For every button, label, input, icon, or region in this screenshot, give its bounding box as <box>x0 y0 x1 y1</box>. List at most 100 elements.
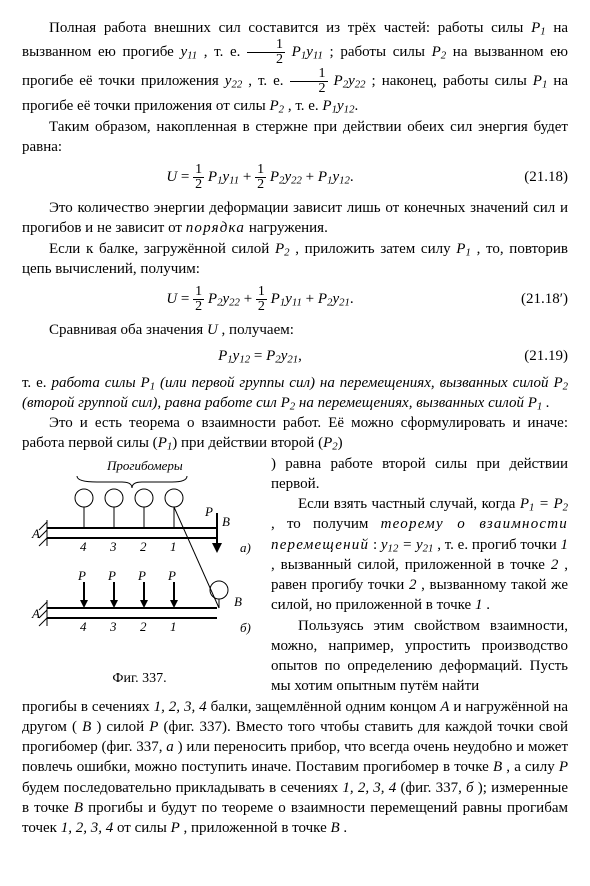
text: , приложить затем силу <box>295 241 456 257</box>
text: , вызванный силой, приложенной в точке <box>271 557 551 573</box>
svg-text:2: 2 <box>140 619 147 634</box>
figure-caption: Фиг. 337. <box>22 670 257 689</box>
text: Полная работа внешних сил составится из … <box>49 20 531 36</box>
svg-text:1: 1 <box>170 539 177 554</box>
svg-text:4: 4 <box>80 619 87 634</box>
equation-21-18p: U = 12 P2y22 + 12 P1y11 + P2y21. (21.18′… <box>22 285 568 314</box>
text: прогибы в сечениях <box>22 699 154 715</box>
sym: P1 <box>158 435 173 451</box>
svg-text:P: P <box>204 504 213 519</box>
sym: U <box>207 322 218 338</box>
eq-body: U = 12 P2y22 + 12 P1y11 + P2y21. <box>22 285 498 314</box>
theorem-text: работа силы P1 (или первой группы сил) н… <box>22 375 568 411</box>
sym: P2 <box>323 435 338 451</box>
text: т. е. <box>22 375 51 391</box>
text: : <box>373 537 381 553</box>
sym: P1y11 <box>292 44 323 60</box>
svg-text:3: 3 <box>109 539 117 554</box>
text: , приложенной в точке <box>184 820 331 836</box>
eq-body: P1y12 = P2y21, <box>22 346 498 366</box>
sym: A <box>440 699 449 715</box>
eq-num: (21.18′) <box>498 289 568 309</box>
sym: y12 = y21 <box>381 537 434 553</box>
text: будем последовательно прикладывать в сеч… <box>22 780 342 796</box>
sym: B <box>82 719 91 735</box>
svg-text:а): а) <box>240 540 251 555</box>
text: (фиг. 337, <box>400 780 466 796</box>
sym: 1, 2, 3, 4 <box>61 820 114 836</box>
sym: 1, 2, 3, 4 <box>154 699 207 715</box>
sym: 1 <box>475 597 483 613</box>
text: , т. е. прогиб точки <box>437 537 560 553</box>
sym: а <box>166 739 174 755</box>
text: ) равна работе второй силы при действии … <box>271 456 568 492</box>
text: , т. е. <box>248 73 289 89</box>
eq-num: (21.18) <box>498 167 568 187</box>
svg-text:P: P <box>77 568 86 583</box>
sym: P1y12 <box>322 98 354 114</box>
svg-text:B: B <box>222 514 230 529</box>
text: от силы <box>117 820 171 836</box>
sym: 1 <box>561 537 568 553</box>
gauges-a <box>75 489 183 528</box>
forces-b: P P P P <box>77 568 178 608</box>
text: . <box>343 820 347 836</box>
sym: 1, 2, 3, 4 <box>342 780 396 796</box>
sym-p2: P2 <box>432 44 447 60</box>
svg-text:A: A <box>31 526 40 541</box>
sym: P2y22 <box>334 73 366 89</box>
sym-p1b: P1 <box>533 73 548 89</box>
eq-body: U = 12 P1y11 + 12 P2y22 + P1y12. <box>22 163 498 192</box>
text: ) силой <box>96 719 149 735</box>
sym-y11: y11 <box>180 44 197 60</box>
sym: P <box>171 820 180 836</box>
text: . <box>486 597 490 613</box>
sym: B <box>74 800 83 816</box>
para-6: т. е. работа силы P1 (или первой группы … <box>22 373 568 414</box>
para-5: Сравнивая оба значения U , получаем: <box>22 320 568 340</box>
para-4: Если к балке, загружённой силой P2 , при… <box>22 239 568 280</box>
para-1: Полная работа внешних сил составится из … <box>22 18 568 117</box>
text: Если взять частный случай, когда <box>298 496 520 512</box>
para-10: прогибы в сечениях 1, 2, 3, 4 балки, защ… <box>22 697 568 839</box>
para-2: Таким образом, накопленная в стержне при… <box>22 117 568 158</box>
sym: P2 <box>275 241 290 257</box>
frac-half: 12 <box>290 67 328 96</box>
sym: P1 = P2 <box>520 496 568 512</box>
svg-text:2: 2 <box>140 539 147 554</box>
svg-text:1: 1 <box>170 619 177 634</box>
text: ; работы силы <box>330 44 432 60</box>
text: ; наконец, работы силы <box>372 73 533 89</box>
eq-num: (21.19) <box>498 346 568 366</box>
text: балки, защемлённой одним концом <box>211 699 441 715</box>
sym-p2b: P2 <box>270 98 285 114</box>
svg-text:3: 3 <box>109 619 117 634</box>
text: , то получим <box>271 516 381 532</box>
figure-337: .ln{stroke:#000;stroke-width:2;fill:none… <box>22 458 257 689</box>
text: ) при действии второй ( <box>172 435 323 451</box>
svg-text:б): б) <box>240 620 251 635</box>
text: Сравнивая оба значения <box>49 322 207 338</box>
em-word: порядка <box>186 220 245 236</box>
sym: B <box>493 759 502 775</box>
equation-21-19: P1y12 = P2y21, (21.19) <box>22 346 568 366</box>
sym: P1 <box>456 241 471 257</box>
svg-text:P: P <box>137 568 146 583</box>
text: , т. е. <box>288 98 323 114</box>
text: . <box>354 98 358 114</box>
text: Таким образом, накопленная в стержне при… <box>22 119 568 155</box>
svg-text:P: P <box>107 568 116 583</box>
svg-text:4: 4 <box>80 539 87 554</box>
frac-half: 12 <box>247 38 285 67</box>
svg-text:P: P <box>167 568 176 583</box>
text: , а силу <box>506 759 559 775</box>
svg-text:B: B <box>234 594 242 609</box>
text: Пользуясь этим свойством взаимности, мож… <box>271 618 568 695</box>
sym: б <box>466 780 474 796</box>
sym: P <box>559 759 568 775</box>
text: Если к балке, загружённой силой <box>49 241 275 257</box>
text: , т. е. <box>204 44 247 60</box>
fig-top-label: Прогибомеры <box>106 458 183 473</box>
svg-text:A: A <box>31 606 40 621</box>
sym: 2 <box>551 557 559 573</box>
